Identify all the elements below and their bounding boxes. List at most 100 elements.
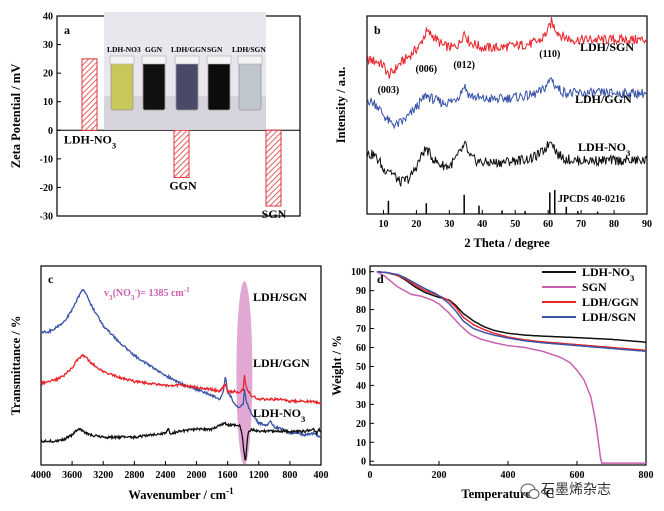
series-line-ldh-no3 [366, 140, 648, 187]
bar-sgn [265, 129, 282, 207]
x-tick-label-c: 2000 [187, 470, 207, 481]
x-tick-label-b: 70 [576, 219, 586, 230]
text-part: Wavenumber / cm [128, 488, 226, 502]
y-tick-label-a: -30 [40, 212, 53, 223]
vial-2 [175, 61, 199, 111]
text-part: LDH/SGN [253, 290, 307, 304]
series-label-b: LDH-NO3 [578, 140, 631, 158]
bar-label-ldh-no3: LDH-NO3 [64, 132, 117, 150]
reference-label: JPCDS 40-0216 [558, 194, 625, 205]
x-tick-label-c: 3200 [93, 470, 113, 481]
text-part: )= 1385 cm [137, 288, 184, 299]
panel-letter-d: d [377, 272, 384, 286]
x-tick-label-d: 0 [368, 470, 373, 481]
photo-label: GGN [145, 45, 163, 54]
panel-letter-b: b [374, 23, 381, 37]
text-part: 3 [112, 140, 117, 150]
text-part: LDH-NO [578, 140, 626, 154]
panel-d: 0 200 400 600 8000102030405060708090100Tempe… [330, 265, 654, 501]
series-line-ldh/sgn [366, 17, 648, 79]
y-tick-label-a: 30 [43, 40, 53, 51]
y-tick-label-a: 20 [43, 69, 53, 80]
vial-cap-3 [206, 55, 232, 65]
icon-bubble-small [528, 489, 540, 499]
peak-label: (110) [539, 49, 560, 60]
series-line-ldh/ggn [376, 270, 647, 352]
series-line-ldh/sgn [40, 288, 322, 439]
text-part: LDH/GGN [575, 92, 632, 106]
text-part: 3 [630, 273, 635, 283]
vial-cap-2 [174, 55, 200, 65]
y-tick-label-a: 10 [43, 97, 53, 108]
x-axis-label-b: 2 Theta / degree [464, 236, 550, 250]
series-label-b: LDH/SGN [580, 40, 634, 54]
series-line-ldh/ggn [40, 353, 322, 406]
vial-1 [142, 61, 166, 111]
text-part: SGN [582, 280, 607, 294]
x-tick-label-d: 800 [639, 470, 654, 481]
legend-label: SGN [582, 280, 607, 294]
panel-b: 10 20 30 40 50 60 70 80 90 2 Theta / degree Intens… [334, 15, 652, 250]
inset-photo: LDH-NO3 GGN LDH/GGN SGN LDH/SGN [104, 12, 266, 130]
series-line-ldh/sgn [376, 270, 647, 353]
y-tick-label-d: 80 [356, 305, 366, 316]
x-tick-label-c: 4000 [31, 470, 51, 481]
x-tick-label-b: 20 [411, 219, 421, 230]
plot-frame-c [40, 265, 322, 466]
photo-label: LDH/SGN [232, 45, 266, 54]
y-tick-label-a: -20 [40, 183, 53, 194]
photo-label: SGN [207, 45, 223, 54]
series-label-c: LDH/GGN [253, 356, 310, 370]
series-line-ldh-no3 [376, 270, 647, 343]
series-line-sgn [376, 271, 646, 464]
peak-label: (003) [378, 85, 400, 96]
y-axis-label-c: Transmittance / % [9, 316, 23, 416]
legend-label: LDH/GGN [582, 295, 639, 309]
y-tick-label-d: 90 [356, 286, 366, 297]
text-part: LDH-NO [64, 132, 112, 146]
x-axis-label-c: Wavenumber / cm-1 [128, 486, 234, 502]
nitrate-band-highlight [236, 281, 253, 465]
watermark-text: 石墨烯杂志 [541, 482, 611, 498]
vial-4 [238, 61, 262, 111]
x-tick-label-b: 80 [609, 219, 619, 230]
vial-0 [110, 61, 134, 111]
y-axis-label-d: Weight / % [330, 335, 344, 395]
text-part: LDH-NO [253, 406, 301, 420]
legend-label: LDH-NO3 [582, 265, 635, 283]
y-tick-label-d: 60 [356, 343, 366, 354]
vial-cap-1 [141, 55, 167, 65]
x-tick-label-d: 600 [570, 470, 585, 481]
text-part: GGN [169, 178, 197, 192]
x-tick-label-b: 40 [477, 219, 487, 230]
photo-label: LDH/GGN [171, 45, 207, 54]
text-part: 3 [626, 148, 631, 158]
y-tick-label-d: 40 [356, 381, 366, 392]
y-axis-label-a: Zeta Potential / mV [9, 64, 23, 169]
y-tick-label-d: 50 [356, 362, 366, 373]
x-tick-label-b: 30 [444, 219, 454, 230]
y-tick-label-a: -10 [40, 154, 53, 165]
x-tick-label-c: 3600 [62, 470, 82, 481]
x-tick-label-b: 10 [378, 219, 388, 230]
text-part: LDH-NO [582, 265, 630, 279]
text-part: (NO [113, 288, 132, 299]
text-part: LDH/SGN [582, 310, 636, 324]
wechat-icon [520, 483, 540, 499]
x-tick-label-d: 200 [432, 470, 447, 481]
text-part: v [104, 288, 109, 299]
text-part: SGN [262, 207, 287, 221]
vial-cap-4 [237, 55, 263, 65]
y-tick-label-d: 70 [356, 324, 366, 335]
x-tick-label-c: 1600 [218, 470, 238, 481]
series-label-b: LDH/GGN [575, 92, 632, 106]
y-tick-label-d: 10 [356, 438, 366, 449]
x-tick-label-d: 400 [501, 470, 516, 481]
text-part: LDH/GGN [253, 356, 310, 370]
bar-label-sgn: SGN [262, 207, 287, 221]
x-tick-label-c: 2800 [124, 470, 144, 481]
x-tick-label-b: 50 [510, 219, 520, 230]
series-label-c: LDH/SGN [253, 290, 307, 304]
x-tick-label-c: 400 [314, 470, 329, 481]
